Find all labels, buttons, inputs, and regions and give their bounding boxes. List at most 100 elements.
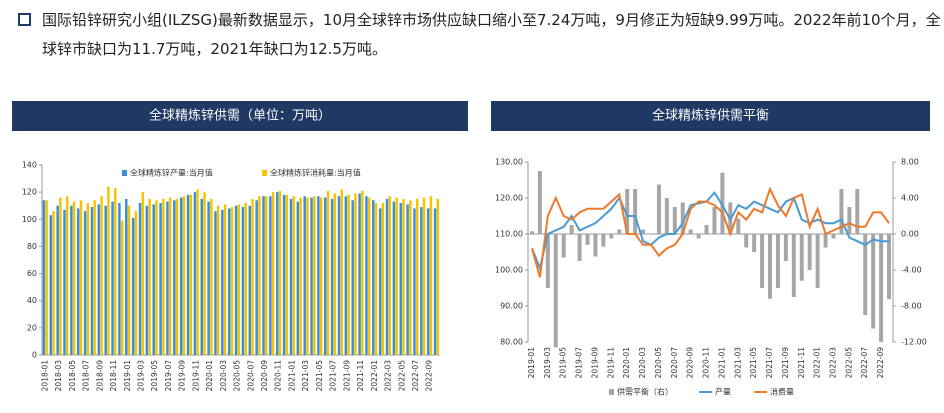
y2-tick-label: 0.00 (901, 230, 919, 239)
bar (351, 200, 354, 355)
x-tick-label: 2018-11 (109, 360, 118, 392)
note: 国际铅锌研究小组(ILZSG)最新数据显示，10月全球锌市场供应缺口缩小至7.2… (42, 11, 941, 58)
x-tick-label: 2019-11 (191, 360, 200, 392)
y2-tick-label: -8.00 (901, 302, 922, 311)
y-tick-label: 110.00 (495, 230, 523, 239)
x-tick-label: 2020-05 (654, 347, 663, 379)
bar (168, 197, 172, 355)
bar (114, 188, 117, 355)
bar (601, 234, 606, 247)
bar (791, 234, 796, 297)
x-tick-label: 2020-01 (622, 347, 631, 379)
x-tick-label: 2020-03 (219, 360, 228, 392)
bar (372, 200, 375, 355)
x-tick-label: 2021-01 (287, 360, 296, 392)
bar (134, 211, 138, 355)
bar (696, 234, 701, 239)
x-tick-label: 2019-05 (150, 360, 159, 392)
x-tick-label: 2022-03 (828, 347, 837, 379)
bar (433, 208, 437, 355)
x-tick-label: 2018-07 (82, 360, 91, 392)
y-tick-label: 140 (22, 161, 37, 170)
y-tick-label: 90.00 (500, 302, 523, 311)
bar (148, 198, 151, 355)
y-tick-label: 130.00 (495, 158, 523, 167)
bar (569, 225, 574, 234)
bar (617, 229, 622, 234)
x-tick-label: 2019-03 (543, 347, 552, 379)
bullet (18, 13, 31, 26)
bar (831, 234, 836, 239)
y-tick-label: 40 (27, 296, 37, 305)
bar (374, 203, 378, 355)
bar (221, 209, 224, 355)
bar (100, 196, 103, 355)
bar (367, 197, 371, 355)
x-tick-label: 2019-01 (123, 360, 132, 392)
bar (66, 196, 69, 355)
x-tick-label: 2021-07 (765, 347, 774, 379)
bar (104, 205, 107, 355)
bar (186, 194, 190, 355)
bar (120, 220, 124, 355)
x-tick-label: 2019-09 (178, 360, 187, 392)
bar (251, 198, 254, 355)
bar (330, 198, 334, 355)
x-tick-label: 2020-03 (638, 347, 647, 379)
bar (688, 229, 693, 234)
y-tick-label: 120.00 (495, 194, 523, 203)
x-tick-label: 2022-03 (384, 360, 393, 392)
bar (358, 193, 361, 355)
bar (248, 205, 252, 355)
legend-label: 全球精炼锌产量:当月值 (130, 168, 213, 178)
bar (317, 196, 320, 355)
bar (855, 189, 860, 234)
bar (333, 193, 337, 355)
bar (118, 203, 121, 355)
y-tick-label: 100.00 (495, 266, 523, 275)
bar (537, 171, 542, 234)
bar (585, 234, 590, 245)
x-tick-label: 2022-07 (411, 360, 420, 392)
bar (736, 218, 741, 234)
bar (399, 203, 402, 355)
bar (42, 200, 46, 355)
bar (409, 200, 412, 355)
bar (388, 196, 392, 355)
bar (52, 211, 55, 355)
bar (237, 204, 241, 355)
bar (285, 194, 289, 355)
x-tick-label: 2018-03 (54, 360, 63, 392)
bar (90, 207, 94, 355)
x-tick-label: 2022-01 (813, 347, 822, 379)
x-tick-label: 2021-11 (797, 347, 806, 379)
bar (340, 189, 343, 355)
bar (265, 196, 268, 355)
bar (262, 196, 265, 355)
bar (799, 234, 804, 281)
bar (744, 234, 749, 248)
bar (347, 194, 350, 355)
bar (86, 203, 90, 355)
x-tick-label: 2022-05 (844, 347, 853, 379)
bar (633, 189, 638, 234)
y2-tick-label: 8.00 (901, 158, 919, 167)
bar (760, 234, 765, 288)
x-tick-label: 2019-07 (164, 360, 173, 392)
bar (296, 201, 300, 355)
x-tick-label: 2021-05 (315, 360, 324, 392)
bar (193, 192, 197, 355)
x-tick-label: 2022-05 (397, 360, 406, 392)
bar (59, 197, 62, 355)
bar (97, 204, 101, 355)
bar (56, 205, 59, 355)
bar (271, 192, 275, 355)
bar (365, 196, 368, 355)
x-tick-label: 2022-09 (876, 347, 885, 379)
bar (127, 205, 131, 355)
bar (275, 192, 279, 355)
bar (125, 198, 128, 355)
y-tick-label: 0 (32, 351, 37, 360)
